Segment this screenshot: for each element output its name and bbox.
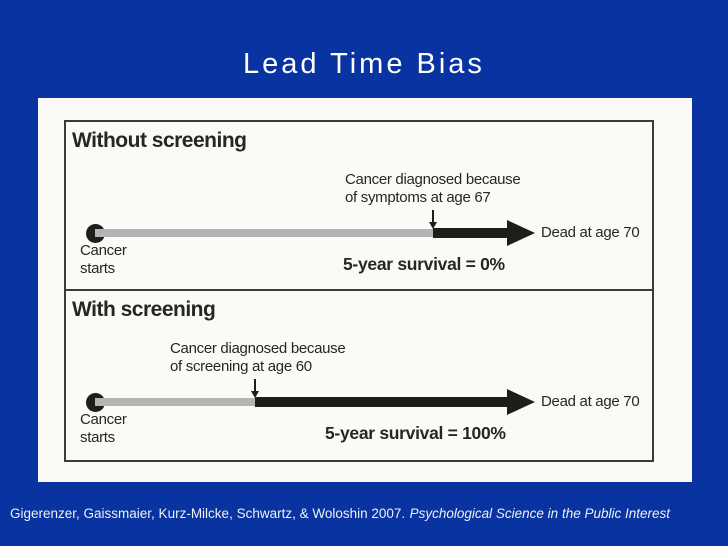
- diagnosis-label: Cancer diagnosed because of symptoms at …: [345, 171, 521, 207]
- diagnosis-marker-arrow-icon: [429, 210, 437, 229]
- death-label: Dead at age 70: [541, 224, 640, 241]
- survival-label: 5-year survival = 100%: [325, 423, 506, 443]
- timeline-arrowhead-icon: [507, 389, 535, 415]
- timeline-undiagnosed-segment: [95, 398, 255, 406]
- citation-authors: Gigerenzer, Gaissmaier, Kurz-Milcke, Sch…: [10, 506, 406, 521]
- diagnosis-label-line1: Cancer diagnosed because: [170, 340, 346, 357]
- timeline-diagnosed-segment: [255, 397, 507, 407]
- diagnosis-marker-arrow-icon: [251, 379, 259, 398]
- cancer-starts-line2: starts: [80, 260, 115, 277]
- diagnosis-label: Cancer diagnosed because of screening at…: [170, 340, 346, 376]
- page-title: Lead Time Bias: [243, 48, 485, 80]
- survival-label: 5-year survival = 0%: [343, 254, 505, 274]
- cancer-starts-line1: Cancer: [80, 242, 127, 259]
- timeline-arrowhead-icon: [507, 220, 535, 246]
- cancer-starts-line1: Cancer: [80, 411, 127, 428]
- death-label: Dead at age 70: [541, 393, 640, 410]
- cancer-starts-label: Cancer starts: [80, 411, 127, 447]
- lead-time-diagram: Without screening Cancer diagnosed becau…: [64, 120, 654, 462]
- timeline-undiagnosed-segment: [95, 229, 433, 237]
- diagnosis-label-line2: of symptoms at age 67: [345, 189, 491, 206]
- panel-heading: With screening: [72, 298, 216, 321]
- timeline-diagnosed-segment: [433, 228, 507, 238]
- diagnosis-label-line2: of screening at age 60: [170, 358, 312, 375]
- diagnosis-label-line1: Cancer diagnosed because: [345, 171, 521, 188]
- cancer-starts-label: Cancer starts: [80, 242, 127, 278]
- citation: Gigerenzer, Gaissmaier, Kurz-Milcke, Sch…: [10, 506, 670, 521]
- panel-heading: Without screening: [72, 129, 247, 152]
- citation-journal: Psychological Science in the Public Inte…: [409, 506, 670, 521]
- slide-content-panel: Without screening Cancer diagnosed becau…: [38, 98, 692, 482]
- cancer-starts-line2: starts: [80, 429, 115, 446]
- panel-with-screening: With screening Cancer diagnosed because …: [66, 291, 652, 460]
- panel-without-screening: Without screening Cancer diagnosed becau…: [66, 122, 652, 291]
